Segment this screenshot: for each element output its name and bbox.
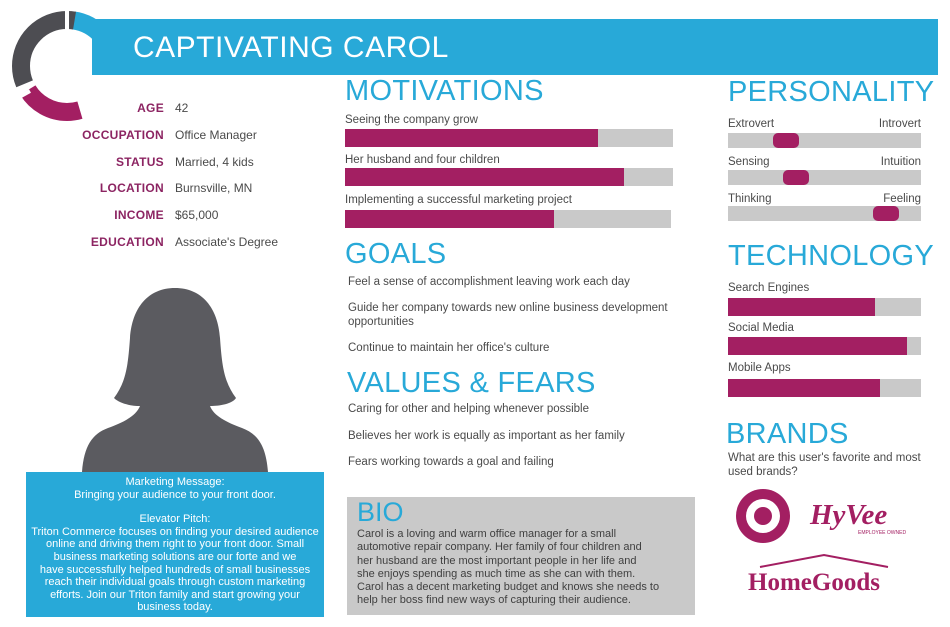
message-line: reach their individual goals through cus… (44, 576, 306, 589)
technology-title: TECHNOLOGY (728, 240, 935, 272)
message-line: efforts. Join our Triton family and star… (50, 588, 300, 601)
value-item: Fears working towards a goal and failing (348, 456, 554, 468)
message-line: Bringing your audience to your front doo… (74, 488, 276, 501)
persona-silhouette-icon (82, 288, 268, 472)
personality-left-label: Sensing (728, 156, 770, 168)
personality-right-label: Feeling (883, 193, 921, 205)
personality-slider (728, 170, 921, 185)
personality-left-label: Extrovert (728, 118, 775, 130)
personality-slider (728, 206, 921, 221)
profile-label: EDUCATION (90, 235, 164, 249)
technology-bar (728, 379, 921, 397)
motivation-label: Implementing a successful marketing proj… (345, 194, 572, 206)
message-line: Elevator Pitch: (139, 513, 211, 526)
bio-box (347, 497, 695, 615)
personality-left-label: Thinking (728, 193, 772, 205)
hyvee-logo-text: HyVee (809, 499, 887, 531)
personality-knob (782, 170, 809, 185)
profile-value: Married, 4 kids (175, 155, 254, 169)
persona-ring-icon (12, 11, 122, 121)
personality-right-label: Introvert (878, 118, 921, 130)
homegoods-logo: HomeGoods (748, 553, 889, 595)
personality-right-label: Intuition (880, 156, 921, 168)
message-line: Triton Commerce focuses on finding your … (31, 525, 319, 538)
bio-line: automotive repair company. Her family of… (357, 541, 642, 554)
technology-bar-fill (728, 379, 881, 397)
profile-value: Office Manager (175, 128, 257, 142)
profile-label: STATUS (115, 155, 164, 169)
brands-title: BRANDS (726, 418, 849, 450)
goal-item: Continue to maintain her office's cultur… (348, 342, 550, 354)
message-line: have successfully helped hundreds of sma… (39, 563, 311, 576)
personality-slider (728, 133, 921, 148)
message-line: business today. (137, 601, 213, 614)
persona-name: CAPTIVATING CAROL (133, 31, 449, 64)
marketing-message-box: Marketing Message: Bringing your audienc… (26, 472, 324, 617)
bio-title: BIO (357, 497, 404, 527)
motivation-bar-fill (345, 210, 554, 228)
technology-bar (728, 298, 921, 316)
target-logo-icon (736, 489, 790, 543)
hyvee-logo: HyVee EMPLOYEE OWNED (809, 499, 906, 536)
profile-label: LOCATION (99, 181, 164, 195)
bio-line: Carol is a loving and warm office manage… (357, 528, 617, 540)
motivation-bar (345, 129, 673, 147)
technology-label: Search Engines (728, 282, 810, 294)
motivation-bar-fill (345, 129, 598, 147)
bio-line: help her boss find new ways of capturing… (357, 594, 631, 607)
homegoods-logo-text: HomeGoods (748, 569, 880, 595)
motivation-bar (345, 210, 671, 228)
header-bar (92, 19, 938, 75)
bio-line: her husband are the most important peopl… (357, 554, 637, 567)
profile-value: $65,000 (175, 208, 219, 222)
message-line (26, 501, 324, 513)
hyvee-logo-subtext: EMPLOYEE OWNED (858, 530, 906, 536)
profile-value: Burnsville, MN (175, 181, 253, 195)
motivation-label: Seeing the company grow (345, 114, 478, 126)
technology-bar (728, 337, 921, 355)
profile-value: 42 (175, 101, 189, 115)
bio-text: Carol is a loving and warm office manage… (357, 528, 691, 608)
value-item: Caring for other and helping whenever po… (348, 403, 590, 415)
message-line: Marketing Message: (125, 476, 225, 488)
goals-title: GOALS (345, 238, 447, 270)
personality-knob (772, 133, 799, 148)
value-item: Believes her work is equally as importan… (348, 430, 625, 442)
goal-item: Guide her company towards new online bus… (348, 302, 668, 328)
goal-item: Feel a sense of accomplishment leaving w… (348, 276, 630, 288)
technology-bar-fill (728, 298, 875, 316)
technology-bar-fill (728, 337, 908, 355)
profile-label: AGE (137, 101, 164, 115)
personality-knob (873, 206, 900, 221)
technology-label: Mobile Apps (728, 362, 791, 374)
brands-question: What are this user's favorite and most u… (728, 452, 921, 478)
bio-line: Carol has a decent marketing budget and … (357, 581, 660, 594)
motivations-title: MOTIVATIONS (345, 75, 544, 107)
message-line: online and driving them right to your fr… (45, 538, 305, 551)
motivation-label: Her husband and four children (345, 154, 500, 166)
bio-line: she enjoys spending as much time as she … (357, 567, 636, 580)
message-line: business marketing solutions are our for… (53, 550, 297, 563)
motivation-bar-fill (345, 168, 624, 186)
technology-label: Social Media (728, 322, 794, 334)
profile-value: Associate's Degree (175, 235, 279, 249)
profile-label: INCOME (114, 208, 164, 222)
values-fears-title: VALUES & FEARS (347, 367, 596, 399)
motivation-bar (345, 168, 673, 186)
profile-label: OCCUPATION (82, 128, 164, 142)
personality-title: PERSONALITY (728, 76, 935, 108)
